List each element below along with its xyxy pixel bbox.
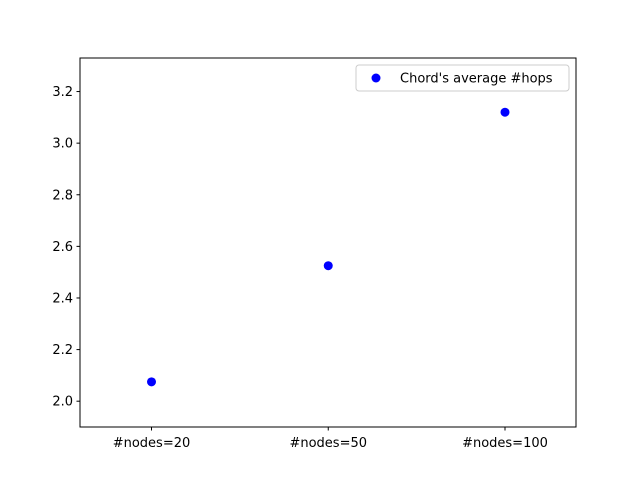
data-point	[500, 107, 510, 117]
y-tick-label: 2.0	[52, 395, 73, 410]
x-axis: #nodes=20 #nodes=50 #nodes=100	[113, 427, 548, 451]
legend-box	[355, 64, 570, 92]
data-point	[147, 377, 156, 387]
legend: Chord's average #hops	[355, 64, 570, 92]
x-tick-label: #nodes=20	[113, 436, 191, 451]
data-point	[323, 261, 333, 271]
legend-label: Chord's average #hops	[400, 72, 553, 87]
x-tick-label: #nodes=100	[462, 436, 548, 451]
y-tick-label: 2.6	[52, 240, 73, 255]
y-axis: 2.0 2.2 2.4 2.6 2.8 3.0 3.2	[52, 85, 80, 410]
legend-marker	[371, 73, 381, 83]
plot-area	[79, 57, 577, 428]
y-tick-label: 2.8	[52, 188, 73, 203]
y-tick-label: 2.2	[52, 343, 73, 358]
y-tick-label: 3.2	[52, 85, 73, 100]
x-tick-label: #nodes=50	[289, 436, 367, 451]
data-points	[147, 107, 510, 387]
y-tick-label: 2.4	[52, 291, 73, 306]
y-tick-label: 3.0	[52, 137, 73, 152]
